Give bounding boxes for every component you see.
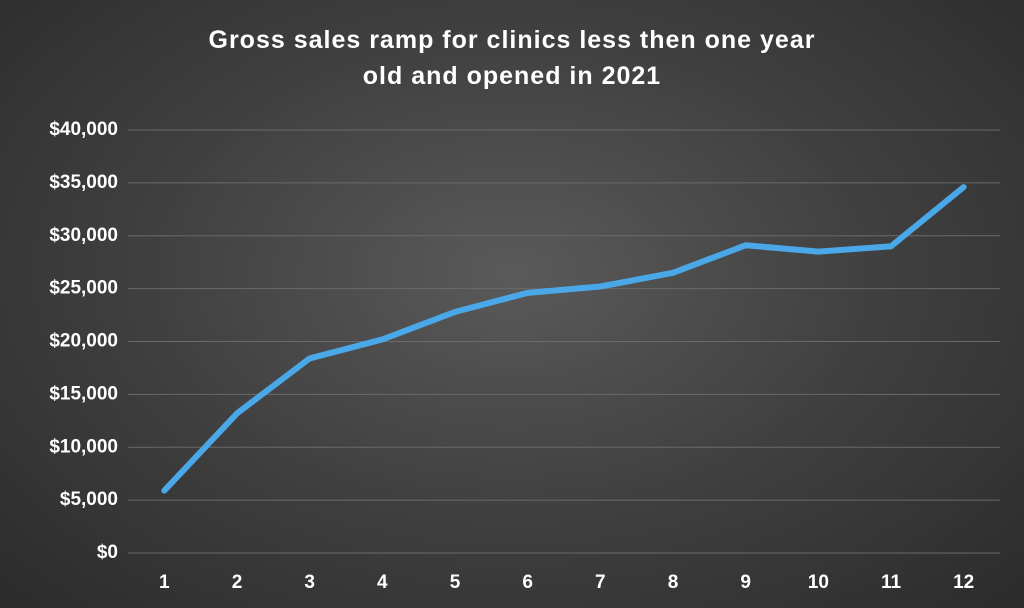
x-tick-label: 7 (595, 572, 606, 593)
x-tick-label: 8 (668, 572, 679, 593)
data-line (161, 184, 967, 494)
y-tick-label: $10,000 (49, 436, 118, 457)
x-tick-label: 5 (450, 572, 461, 593)
chart-title: Gross sales ramp for clinics less then o… (208, 26, 816, 90)
y-tick-label: $5,000 (60, 489, 118, 510)
x-tick-label: 1 (159, 572, 170, 593)
y-tick-label: $30,000 (49, 225, 118, 246)
y-tick-label: $0 (97, 542, 118, 563)
x-tick-label: 3 (304, 572, 315, 593)
x-tick-label: 2 (232, 572, 243, 593)
x-tick-label: 12 (953, 572, 974, 593)
x-tick-label: 10 (808, 572, 829, 593)
x-tick-label: 11 (881, 572, 902, 593)
x-tick-label: 4 (377, 572, 388, 593)
y-tick-label: $40,000 (49, 119, 118, 140)
x-tick-label: 9 (740, 572, 751, 593)
y-tick-label: $35,000 (49, 172, 118, 193)
y-tick-label: $25,000 (49, 278, 118, 299)
y-tick-label: $20,000 (49, 331, 118, 352)
x-tick-label: 6 (522, 572, 533, 593)
y-tick-label: $15,000 (49, 383, 118, 404)
